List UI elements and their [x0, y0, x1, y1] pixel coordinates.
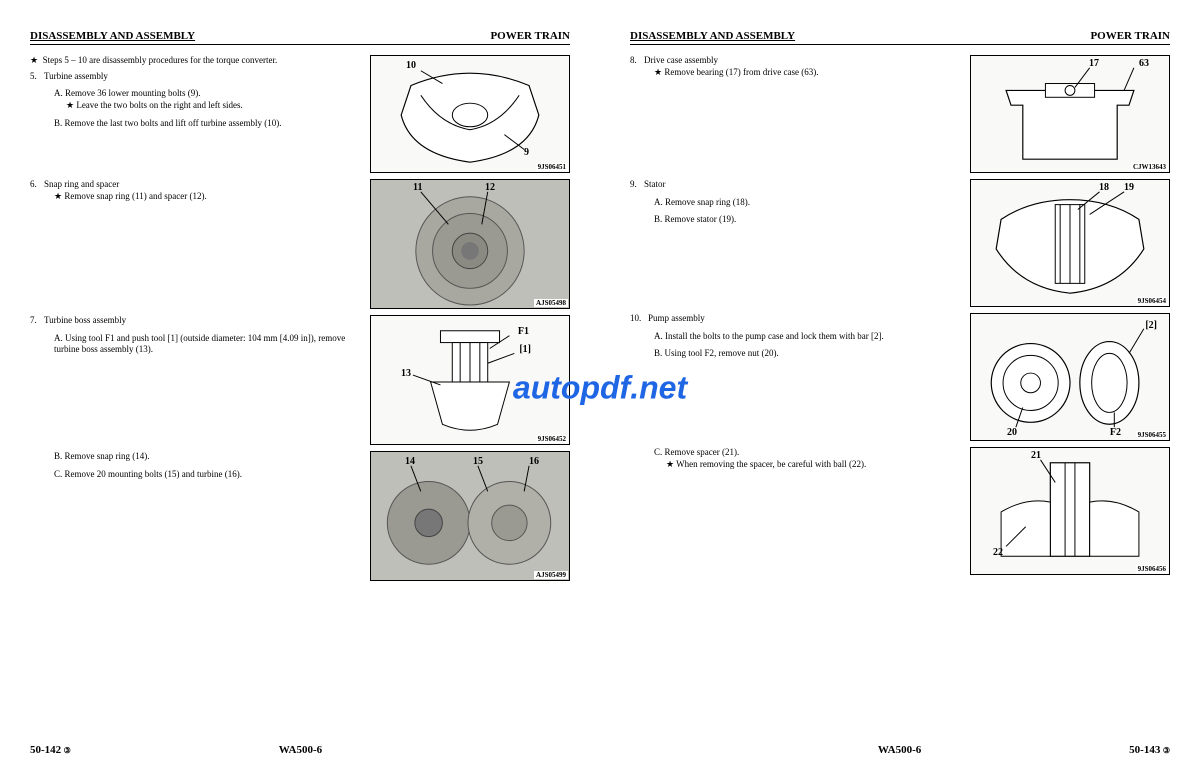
callout-12: 12	[485, 182, 495, 193]
callout-17: 17	[1089, 58, 1099, 69]
callout-9: 9	[524, 147, 529, 158]
figref-1l: 9JS06451	[536, 163, 568, 171]
callout-11: 11	[413, 182, 422, 193]
text-step7bc: B. Remove snap ring (14). C. Remove 20 m…	[30, 451, 350, 480]
header-chapter-r: POWER TRAIN	[1090, 30, 1170, 42]
figure-3-left: 13 F1 [1] 9JS06452	[370, 315, 570, 445]
step10-a: A. Install the bolts to the pump case an…	[630, 331, 950, 343]
text-step7a: 7.Turbine boss assembly A. Using tool F1…	[30, 315, 350, 356]
row-step5: ★ Steps 5 – 10 are disassembly procedure…	[30, 55, 570, 173]
callout-f1: F1	[518, 326, 529, 337]
callout-20: 20	[1007, 427, 1017, 438]
step9-num: 9.	[630, 179, 644, 191]
figref-2r: 9JS06454	[1136, 297, 1168, 305]
callout-19: 19	[1124, 182, 1134, 193]
step6-star: ★ Remove snap ring (11) and spacer (12).	[30, 191, 350, 203]
callout-63: 63	[1139, 58, 1149, 69]
content-left: ★ Steps 5 – 10 are disassembly procedure…	[30, 55, 570, 740]
step10-c: C. Remove spacer (21).	[630, 447, 950, 459]
text-step5: ★ Steps 5 – 10 are disassembly procedure…	[30, 55, 350, 129]
figref-4l: AJS05499	[534, 571, 568, 579]
step9-a: A. Remove snap ring (18).	[630, 197, 950, 209]
step7-title: Turbine boss assembly	[44, 315, 126, 325]
row-step7bc: B. Remove snap ring (14). C. Remove 20 m…	[30, 451, 570, 581]
figref-2l: AJS05498	[534, 299, 568, 307]
callout-f2: F2	[1110, 427, 1121, 438]
step7-c: C. Remove 20 mounting bolts (15) and tur…	[30, 469, 350, 481]
step8-star: ★ Remove bearing (17) from drive case (6…	[630, 67, 950, 79]
figure-1-left: 10 9 9JS06451	[370, 55, 570, 173]
step6-title: Snap ring and spacer	[44, 179, 119, 189]
row-step8: 8.Drive case assembly ★ Remove bearing (…	[630, 55, 1170, 173]
step7-b: B. Remove snap ring (14).	[30, 451, 350, 463]
step5-a-star: ★ Leave the two bolts on the right and l…	[30, 100, 350, 112]
figref-3l: 9JS06452	[536, 435, 568, 443]
callout-b1: [1]	[519, 344, 531, 355]
star-icon: ★	[30, 55, 38, 65]
header-section-r: DISASSEMBLY AND ASSEMBLY	[630, 30, 795, 42]
figref-4r: 9JS06456	[1136, 565, 1168, 573]
callout-21: 21	[1031, 450, 1041, 461]
callout-15: 15	[473, 456, 483, 467]
step10-title: Pump assembly	[648, 313, 705, 323]
step7-a: A. Using tool F1 and push tool [1] (outs…	[30, 333, 350, 356]
figref-1r: CJW13643	[1131, 163, 1168, 171]
step8-title: Drive case assembly	[644, 55, 718, 65]
callout-22: 22	[993, 547, 1003, 558]
figure-4-right: 21 22 9JS06456	[970, 447, 1170, 575]
footer-rev-l: ③	[64, 746, 71, 755]
figure-2-left: 11 12 AJS05498	[370, 179, 570, 309]
row-step6: 6.Snap ring and spacer ★ Remove snap rin…	[30, 179, 570, 309]
text-step8: 8.Drive case assembly ★ Remove bearing (…	[630, 55, 950, 78]
step7-num: 7.	[30, 315, 44, 327]
callout-16: 16	[529, 456, 539, 467]
footer-page-r: 50-143	[1129, 744, 1160, 756]
page-footer-right: WA500-6 50-143 ③	[630, 740, 1170, 756]
content-right: 8.Drive case assembly ★ Remove bearing (…	[630, 55, 1170, 740]
footer-model-l: WA500-6	[71, 744, 530, 756]
page-header-left: DISASSEMBLY AND ASSEMBLY POWER TRAIN	[30, 30, 570, 45]
step6-num: 6.	[30, 179, 44, 191]
step5-title: Turbine assembly	[44, 71, 108, 81]
step10-c-star: ★ When removing the spacer, be careful w…	[630, 459, 950, 471]
text-step9: 9.Stator A. Remove snap ring (18). B. Re…	[630, 179, 950, 226]
callout-18: 18	[1099, 182, 1109, 193]
row-step10a: 10.Pump assembly A. Install the bolts to…	[630, 313, 1170, 441]
page-left: DISASSEMBLY AND ASSEMBLY POWER TRAIN ★ S…	[0, 0, 600, 776]
step5-b: B. Remove the last two bolts and lift of…	[30, 118, 350, 130]
page-right: DISASSEMBLY AND ASSEMBLY POWER TRAIN 8.D…	[600, 0, 1200, 776]
text-step10c: C. Remove spacer (21). ★ When removing t…	[630, 447, 950, 470]
callout-10: 10	[406, 60, 416, 71]
step10-b: B. Using tool F2, remove nut (20).	[630, 348, 950, 360]
step8-num: 8.	[630, 55, 644, 67]
step5-a: A. Remove 36 lower mounting bolts (9).	[30, 88, 350, 100]
footer-rev-r: ③	[1163, 746, 1170, 755]
step9-title: Stator	[644, 179, 666, 189]
row-step10c: C. Remove spacer (21). ★ When removing t…	[630, 447, 1170, 575]
footer-model-r: WA500-6	[670, 744, 1129, 756]
figure-3-right: 20 F2 [2] 9JS06455	[970, 313, 1170, 441]
callout-14: 14	[405, 456, 415, 467]
step10-num: 10.	[630, 313, 648, 325]
figure-4-left: 14 15 16 AJS05499	[370, 451, 570, 581]
page-header-right: DISASSEMBLY AND ASSEMBLY POWER TRAIN	[630, 30, 1170, 45]
figref-3r: 9JS06455	[1136, 431, 1168, 439]
footer-page-l: 50-142	[30, 744, 61, 756]
text-step10a: 10.Pump assembly A. Install the bolts to…	[630, 313, 950, 360]
row-step9: 9.Stator A. Remove snap ring (18). B. Re…	[630, 179, 1170, 307]
callout-13: 13	[401, 368, 411, 379]
note-top: Steps 5 – 10 are disassembly procedures …	[43, 55, 278, 65]
step9-b: B. Remove stator (19).	[630, 214, 950, 226]
header-chapter: POWER TRAIN	[490, 30, 570, 42]
callout-b2: [2]	[1145, 320, 1157, 331]
row-step7a: 7.Turbine boss assembly A. Using tool F1…	[30, 315, 570, 445]
page-footer-left: 50-142 ③ WA500-6	[30, 740, 570, 756]
text-step6: 6.Snap ring and spacer ★ Remove snap rin…	[30, 179, 350, 202]
header-section: DISASSEMBLY AND ASSEMBLY	[30, 30, 195, 42]
figure-2-right: 18 19 9JS06454	[970, 179, 1170, 307]
figure-1-right: 17 63 CJW13643	[970, 55, 1170, 173]
step5-num: 5.	[30, 71, 44, 83]
